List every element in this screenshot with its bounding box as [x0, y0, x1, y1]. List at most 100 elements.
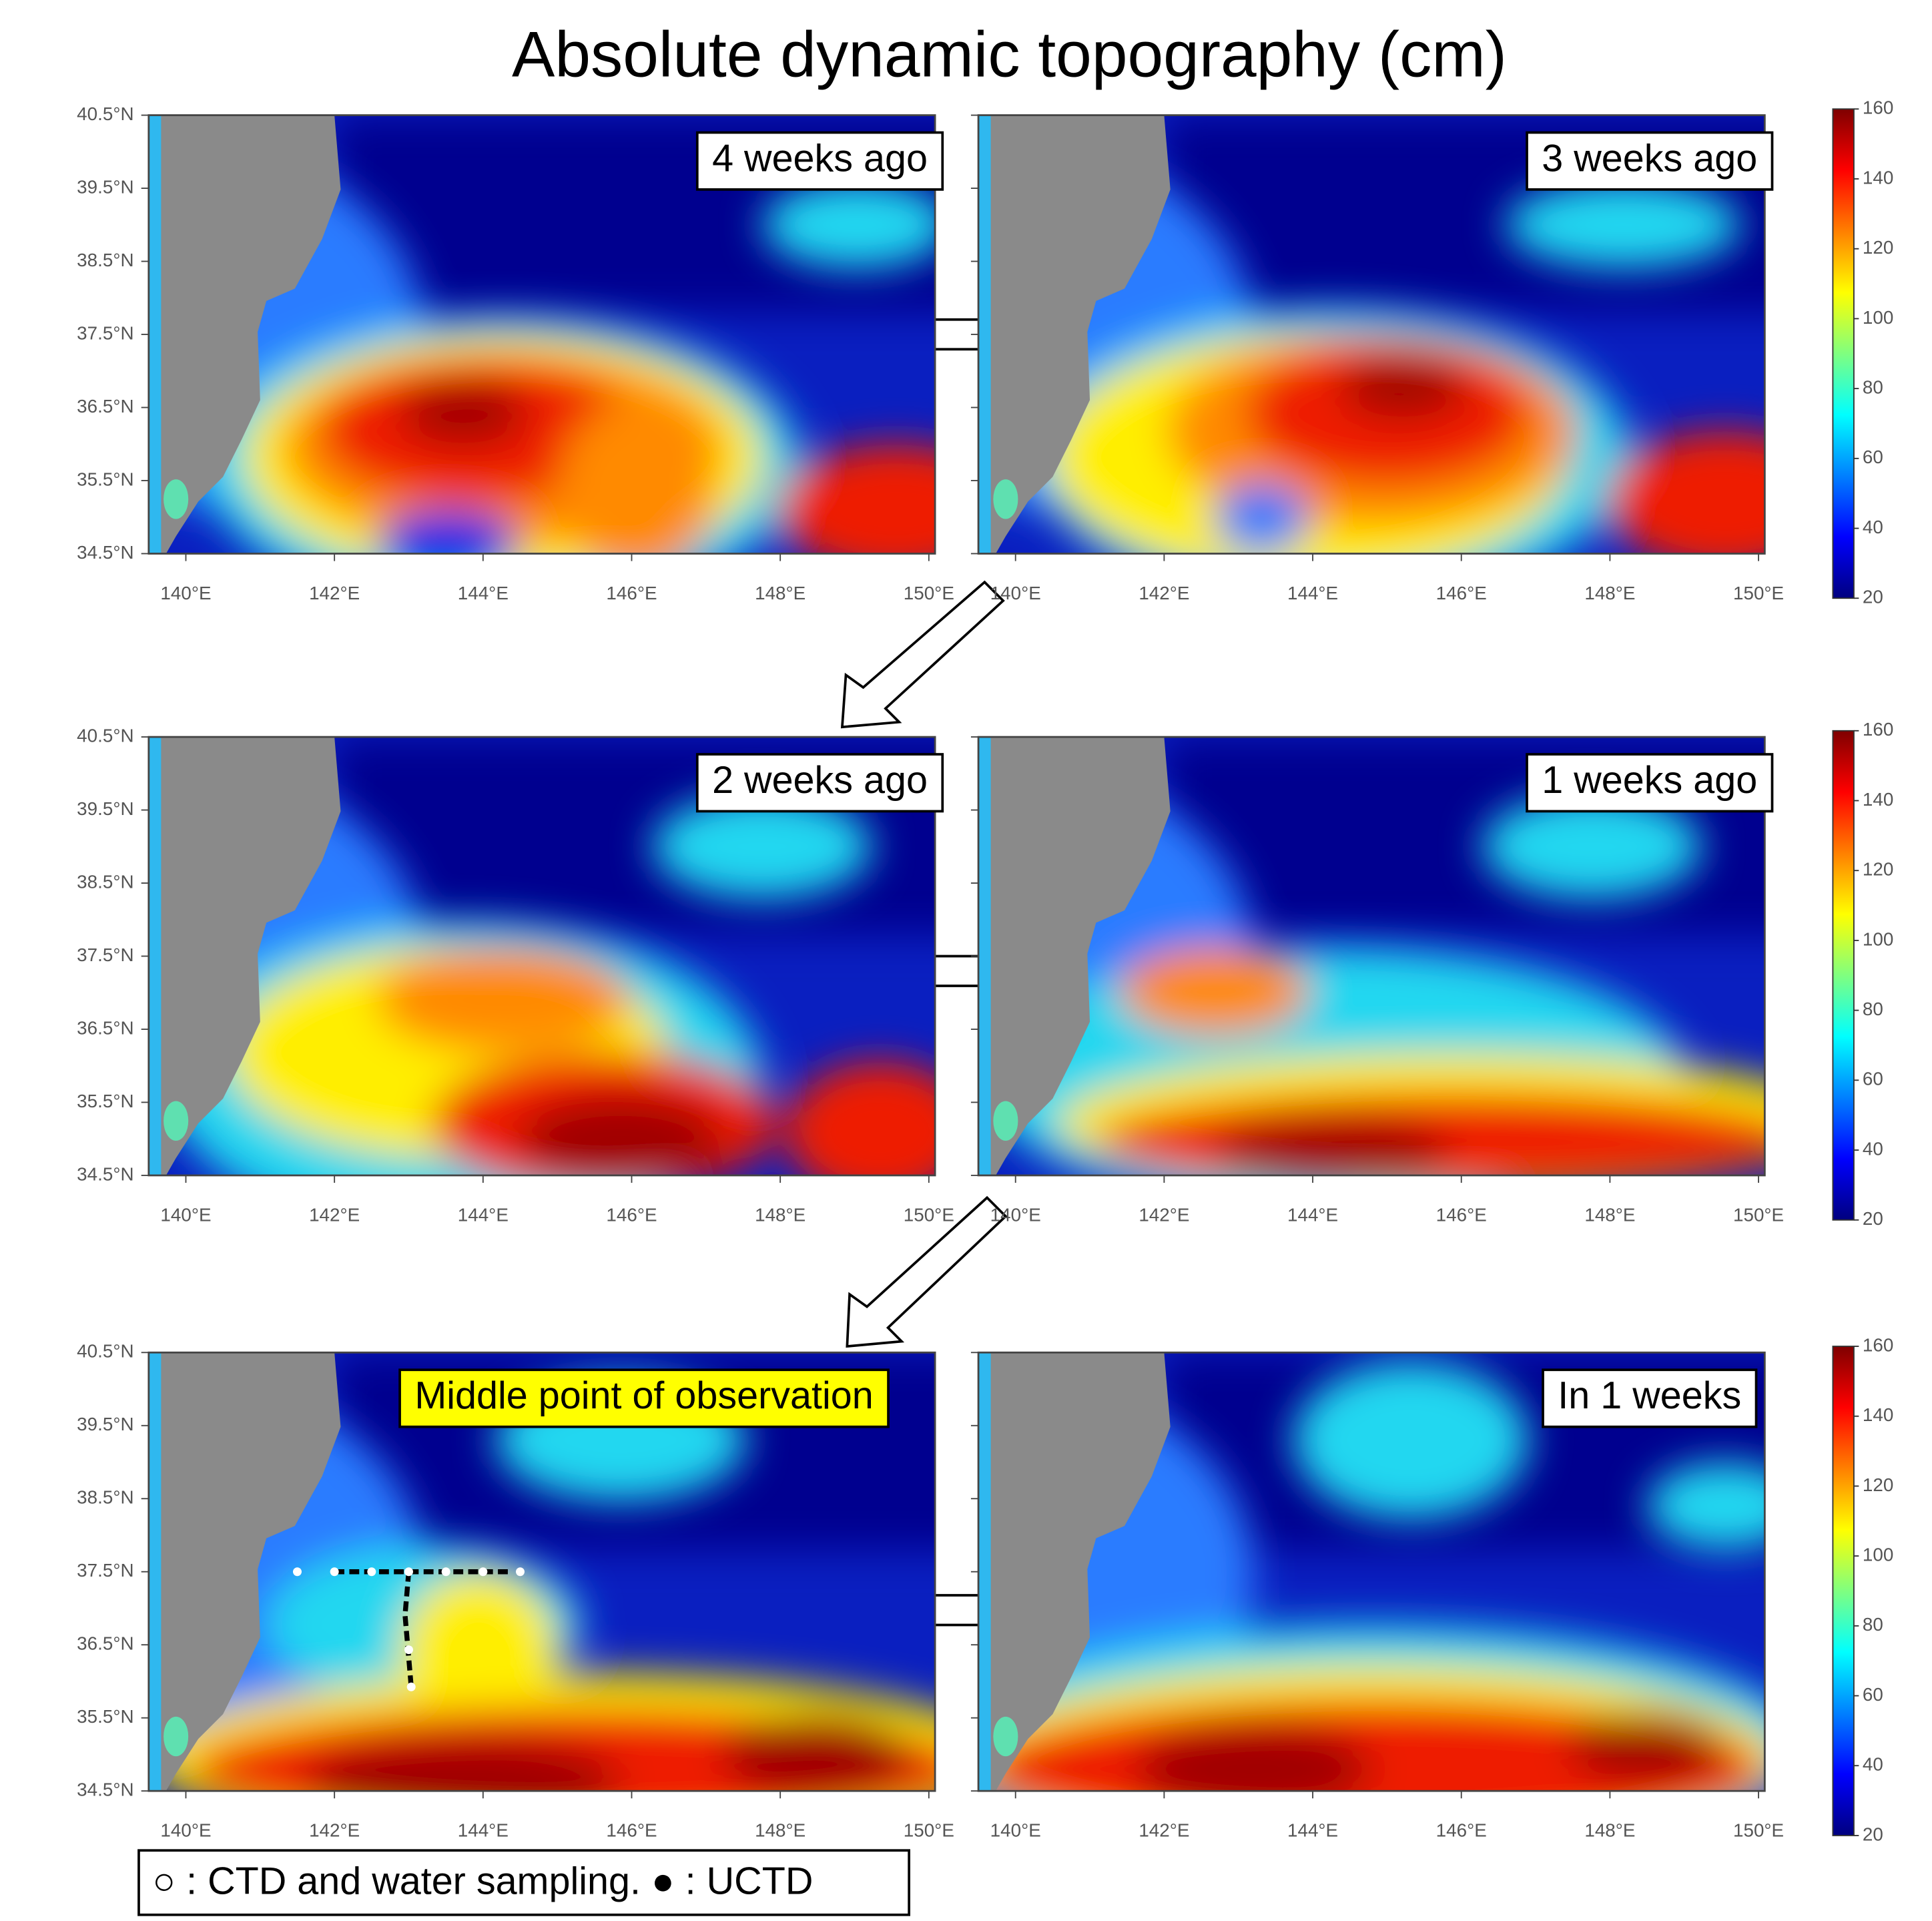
shore [164, 1101, 189, 1141]
y-tick-label: 34.5°N [77, 1779, 133, 1800]
y-tick-label: 35.5°N [77, 1091, 133, 1111]
colorbar: 20 40 60 80 100 120 140 160 [1832, 97, 1893, 607]
x-tick-label: 150°E [904, 1205, 954, 1225]
x-tick-label: 148°E [1584, 583, 1635, 603]
map-panel: 140°E 142°E 144°E 146°E 148°E 150°E 3 weeks ag… [970, 114, 1784, 603]
x-tick-label: 148°E [755, 1820, 806, 1841]
map-panel: 140°E 142°E 144°E 146°E 148°E 150°E 40.5°N 39.5… [77, 725, 954, 1225]
x-tick-label: 142°E [309, 583, 360, 603]
field-blob [1568, 1711, 1726, 1783]
frame [977, 736, 1766, 1177]
colorbar-tick-label: 100 [1863, 928, 1893, 949]
field-blob [518, 1096, 723, 1175]
panel-label-box [695, 753, 944, 813]
y-tick-label: 40.5°N [77, 725, 133, 746]
colorbar-tick-label: 160 [1863, 97, 1893, 118]
x-tick-label: 144°E [1287, 1820, 1338, 1841]
y-tick-label: 40.5°N [77, 1341, 133, 1362]
x-tick-label: 148°E [1584, 1820, 1635, 1841]
x-tick-label: 150°E [904, 1820, 954, 1841]
colorbar-tick-label: 120 [1863, 1474, 1893, 1495]
figure-title: Absolute dynamic topography (cm) [512, 19, 1507, 91]
field-blob [1120, 947, 1309, 1035]
field-blob [761, 181, 936, 269]
field-blob [785, 1061, 936, 1175]
y-tick-label: 40.5°N [77, 103, 133, 124]
field-blob [1646, 1462, 1765, 1550]
x-tick-label: 142°E [309, 1205, 360, 1225]
x-tick-label: 144°E [458, 1820, 509, 1841]
frame [977, 114, 1766, 555]
land [161, 115, 341, 554]
field-blob [376, 509, 519, 554]
x-tick-label: 142°E [1139, 1205, 1189, 1225]
panel-label-box [1526, 753, 1774, 813]
x-tick-label: 146°E [606, 1205, 657, 1225]
colorbar-tick-label: 40 [1863, 1754, 1883, 1775]
colorbar-tick-label: 20 [1863, 1208, 1883, 1229]
legend-box: ○ : CTD and water sampling. ● : UCTD [137, 1849, 910, 1916]
panel-label-box [398, 1368, 890, 1428]
x-tick-label: 146°E [1436, 1820, 1487, 1841]
colorbar-tick-label: 20 [1863, 1824, 1883, 1844]
field-blob [1214, 483, 1309, 554]
frame [977, 1351, 1766, 1792]
x-tick-label: 140°E [160, 1205, 211, 1225]
y-tick-label: 39.5°N [77, 798, 133, 819]
y-tick-label: 34.5°N [77, 542, 133, 563]
ctd-station [478, 1567, 488, 1577]
panel-label: 4 weeks ago [712, 137, 928, 180]
field-blob [1214, 1118, 1450, 1175]
field-blob [1340, 356, 1466, 418]
x-tick-label: 148°E [755, 583, 806, 603]
x-tick-label: 150°E [904, 583, 954, 603]
field-blob [1096, 1092, 1765, 1175]
colorbar: 20 40 60 80 100 120 140 160 [1832, 719, 1893, 1229]
y-tick-label: 38.5°N [77, 250, 133, 270]
y-tick-label: 36.5°N [77, 1017, 133, 1038]
x-tick-label: 146°E [1436, 583, 1487, 603]
ctd-station [292, 1567, 302, 1577]
colorbar: 20 40 60 80 100 120 140 160 [1832, 1334, 1893, 1844]
land [161, 1352, 341, 1792]
field-blob [1607, 431, 1765, 554]
y-tick-label: 38.5°N [77, 1487, 133, 1508]
x-tick-label: 144°E [1287, 583, 1338, 603]
y-tick-label: 39.5°N [77, 1414, 133, 1434]
map-panel: 140°E 142°E 144°E 146°E 148°E 150°E 40.5°N 39.5… [77, 103, 954, 603]
colorbar-scale [1832, 1346, 1855, 1836]
shore [164, 479, 189, 519]
x-tick-label: 150°E [1733, 1205, 1784, 1225]
colorbar-tick-label: 60 [1863, 1684, 1883, 1705]
observation-track [292, 1567, 525, 1691]
field-blob [400, 382, 527, 445]
heatmap [978, 1352, 1765, 1792]
y-tick-label: 36.5°N [77, 396, 133, 417]
colorbar-tick-label: 120 [1863, 237, 1893, 258]
colorbar-tick-label: 140 [1863, 789, 1893, 810]
field-blob [777, 444, 936, 554]
y-tick-label: 35.5°N [77, 469, 133, 489]
x-tick-label: 148°E [755, 1205, 806, 1225]
field-blob [1482, 794, 1702, 900]
shore [993, 479, 1018, 519]
x-tick-label: 140°E [990, 583, 1041, 603]
colorbar-tick-label: 40 [1863, 1138, 1883, 1159]
panel-label: 2 weeks ago [712, 759, 928, 802]
y-tick-label: 37.5°N [77, 322, 133, 343]
x-tick-label: 140°E [160, 1820, 211, 1841]
y-tick-label: 36.5°N [77, 1633, 133, 1654]
field-blob [1135, 1725, 1372, 1792]
colorbar-scale [1832, 108, 1855, 599]
field-blob [651, 794, 872, 900]
heatmap [978, 115, 1765, 554]
colorbar-tick-label: 100 [1863, 307, 1893, 328]
colorbar-tick-label: 60 [1863, 1069, 1883, 1089]
map-panel: 140°E 142°E 144°E 146°E 148°E 150°E 1 weeks ag… [970, 736, 1784, 1225]
colorbar-tick-label: 40 [1863, 517, 1883, 537]
colorbar-tick-label: 100 [1863, 1544, 1893, 1565]
x-tick-label: 142°E [1139, 583, 1189, 603]
x-tick-label: 142°E [1139, 1820, 1189, 1841]
panel-label: 3 weeks ago [1542, 137, 1757, 180]
colorbar-scale [1832, 730, 1855, 1221]
